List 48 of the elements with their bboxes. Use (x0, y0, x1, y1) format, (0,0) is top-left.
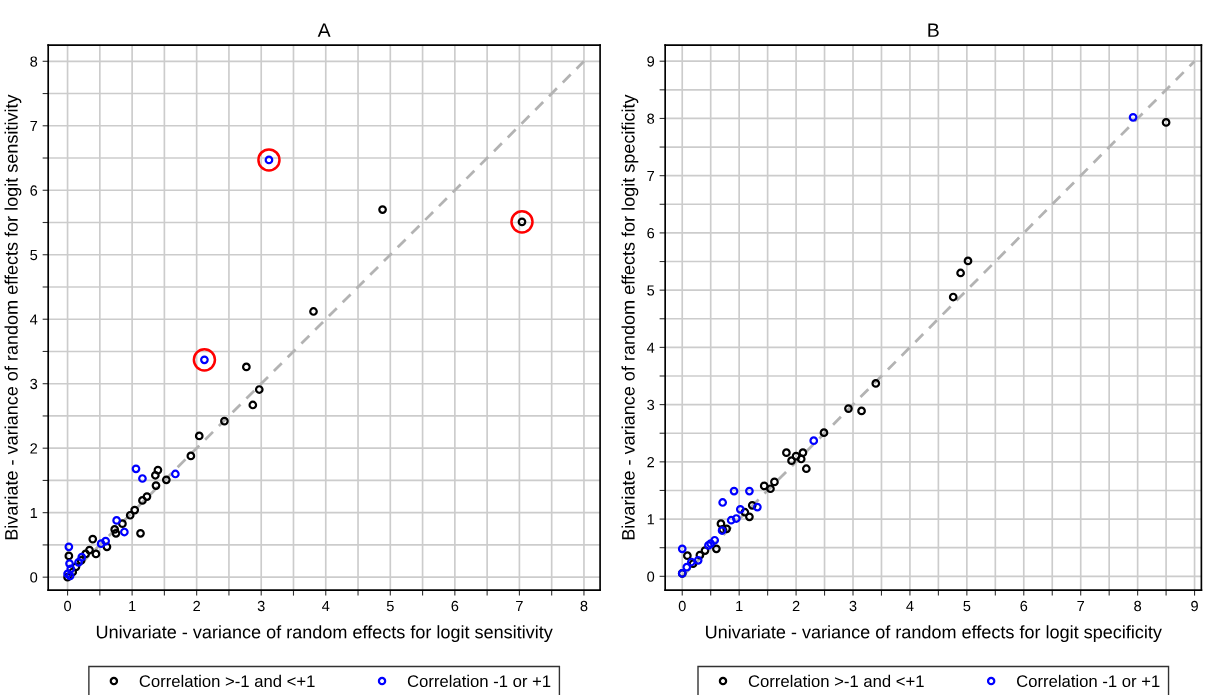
x-tick-label: 1 (129, 601, 136, 612)
x-axis-title: Univariate - variance of random effects for logit specificity (706, 625, 1162, 643)
y-tick-label: 6 (30, 185, 38, 196)
legend-label: Correlation -1 or +1 (407, 674, 551, 688)
y-tick-label: 1 (647, 514, 655, 525)
y-tick-label: 5 (30, 250, 38, 261)
x-tick-label: 8 (1134, 600, 1142, 612)
x-tick-label: 0 (678, 600, 686, 612)
y-tick-label: 4 (30, 314, 38, 325)
x-tick-label: 5 (963, 601, 971, 612)
legend-label: Correlation >-1 and <+1 (139, 674, 315, 688)
y-tick-label: 4 (646, 342, 655, 353)
y-tick-label: 5 (647, 285, 655, 296)
x-tick-label: 2 (193, 600, 200, 612)
y-tick-label: 2 (30, 443, 38, 454)
x-tick-label: 6 (451, 600, 459, 612)
x-axis-title: Univariate - variance of random effects for logit sensitivity (96, 625, 553, 643)
x-tick-label: 1 (736, 601, 743, 612)
legend-label: Correlation -1 or +1 (1017, 674, 1160, 688)
x-tick-label: 6 (1020, 600, 1028, 612)
chart-title: A (317, 23, 331, 37)
x-tick-label: 5 (386, 601, 394, 612)
y-axis-title: Bivariate - variance of random effects for logit specificity (621, 94, 639, 540)
y-tick-label: 8 (647, 113, 655, 124)
x-tick-label: 9 (1191, 600, 1198, 612)
x-tick-label: 0 (64, 600, 72, 612)
y-tick-label: 2 (647, 456, 655, 468)
x-tick-label: 7 (516, 601, 523, 612)
x-tick-label: 3 (257, 600, 265, 612)
x-tick-label: 4 (322, 601, 330, 612)
y-tick-label: 3 (30, 378, 38, 390)
x-tick-label: 8 (580, 600, 588, 612)
y-tick-label: 0 (647, 571, 655, 582)
y-tick-label: 7 (647, 170, 655, 181)
x-tick-label: 2 (792, 600, 800, 612)
chart-title: B (928, 23, 939, 37)
y-tick-label: 9 (647, 56, 655, 67)
x-tick-label: 3 (849, 600, 857, 612)
legend-label: Correlation >-1 and <+1 (748, 674, 924, 688)
x-tick-label: 7 (1077, 601, 1085, 612)
y-tick-label: 1 (30, 507, 38, 518)
y-tick-label: 8 (30, 56, 38, 67)
y-tick-label: 7 (30, 121, 38, 132)
y-tick-label: 0 (30, 572, 38, 583)
y-tick-label: 6 (647, 228, 655, 239)
x-tick-label: 4 (906, 601, 914, 612)
y-tick-label: 3 (647, 399, 655, 411)
y-axis-title: Bivariate - variance of random effects for logit sensitivity (4, 94, 22, 540)
